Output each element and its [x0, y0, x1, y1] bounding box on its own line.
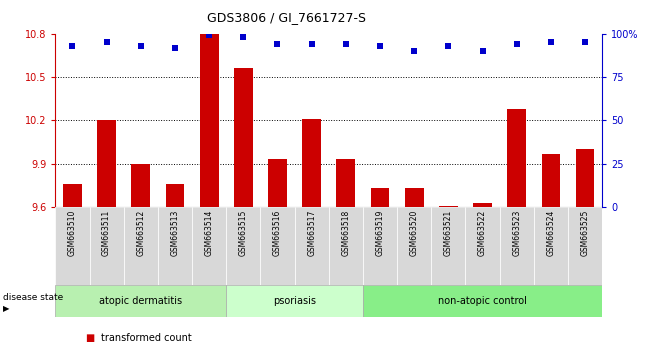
Text: atopic dermatitis: atopic dermatitis	[99, 296, 182, 306]
Text: GSM663510: GSM663510	[68, 210, 77, 256]
Text: transformed count: transformed count	[101, 333, 191, 343]
Bar	[97, 120, 116, 207]
Bar	[329, 207, 363, 285]
Bar	[302, 119, 321, 207]
Bar	[473, 203, 492, 207]
Bar	[55, 285, 227, 317]
Bar	[234, 68, 253, 207]
Text: GSM663516: GSM663516	[273, 210, 282, 256]
Text: GSM663524: GSM663524	[546, 210, 555, 256]
Text: GSM663517: GSM663517	[307, 210, 316, 256]
Text: non-atopic control: non-atopic control	[438, 296, 527, 306]
Text: GSM663518: GSM663518	[341, 210, 350, 256]
Bar	[63, 184, 82, 207]
Text: GSM663522: GSM663522	[478, 210, 487, 256]
Bar	[370, 188, 389, 207]
Text: GSM663525: GSM663525	[581, 210, 590, 256]
Text: ▶: ▶	[3, 304, 10, 313]
Text: GSM663511: GSM663511	[102, 210, 111, 256]
Bar	[124, 207, 158, 285]
Bar	[227, 207, 260, 285]
Bar	[405, 188, 424, 207]
Text: GSM663520: GSM663520	[409, 210, 419, 256]
Text: GSM663512: GSM663512	[136, 210, 145, 256]
Bar	[165, 184, 184, 207]
Text: GDS3806 / GI_7661727-S: GDS3806 / GI_7661727-S	[207, 11, 366, 24]
Bar	[132, 164, 150, 207]
Text: GSM663519: GSM663519	[376, 210, 385, 256]
Bar	[260, 207, 295, 285]
Text: GSM663515: GSM663515	[239, 210, 248, 256]
Bar	[363, 207, 397, 285]
Text: psoriasis: psoriasis	[273, 296, 316, 306]
Bar	[500, 207, 534, 285]
Bar	[568, 207, 602, 285]
Text: GSM663523: GSM663523	[512, 210, 521, 256]
Text: GSM663521: GSM663521	[444, 210, 453, 256]
Bar	[432, 207, 465, 285]
Bar	[465, 207, 500, 285]
Bar	[90, 207, 124, 285]
Bar	[268, 159, 287, 207]
Bar	[158, 207, 192, 285]
Bar	[534, 207, 568, 285]
Bar	[363, 285, 602, 317]
Text: ■: ■	[85, 333, 94, 343]
Text: GSM663513: GSM663513	[171, 210, 180, 256]
Bar	[575, 149, 594, 207]
Bar	[192, 207, 227, 285]
Bar	[337, 159, 355, 207]
Bar	[542, 154, 561, 207]
Bar	[227, 285, 363, 317]
Text: disease state: disease state	[3, 293, 64, 302]
Bar	[200, 34, 219, 207]
Bar	[294, 207, 329, 285]
Bar	[397, 207, 432, 285]
Text: GSM663514: GSM663514	[204, 210, 214, 256]
Bar	[55, 207, 89, 285]
Bar	[507, 109, 526, 207]
Bar	[439, 206, 458, 207]
